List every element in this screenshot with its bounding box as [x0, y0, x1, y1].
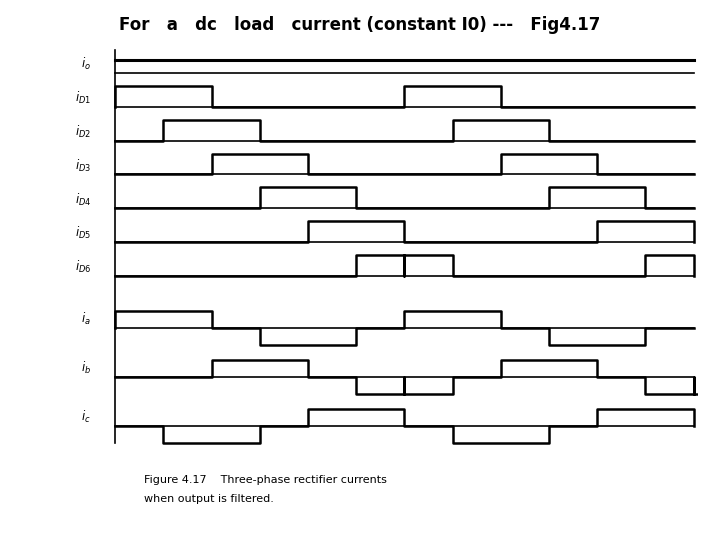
Text: For   a   dc   load   current (constant I0) ---   Fig4.17: For a dc load current (constant I0) --- …	[120, 16, 600, 34]
Text: $i_o$: $i_o$	[81, 56, 91, 72]
Text: $i_b$: $i_b$	[81, 360, 91, 376]
Text: $i_{D1}$: $i_{D1}$	[75, 90, 91, 106]
Text: $i_{D2}$: $i_{D2}$	[75, 124, 91, 140]
Text: $i_c$: $i_c$	[81, 409, 91, 425]
Text: Figure 4.17    Three-phase rectifier currents: Figure 4.17 Three-phase rectifier curren…	[144, 475, 387, 485]
Text: $i_{D3}$: $i_{D3}$	[75, 158, 91, 174]
Text: $i_{D5}$: $i_{D5}$	[75, 225, 91, 241]
Text: $i_a$: $i_a$	[81, 311, 91, 327]
Text: $i_{D6}$: $i_{D6}$	[75, 259, 91, 275]
Text: when output is filtered.: when output is filtered.	[144, 494, 274, 504]
Text: $i_{D4}$: $i_{D4}$	[75, 192, 91, 208]
